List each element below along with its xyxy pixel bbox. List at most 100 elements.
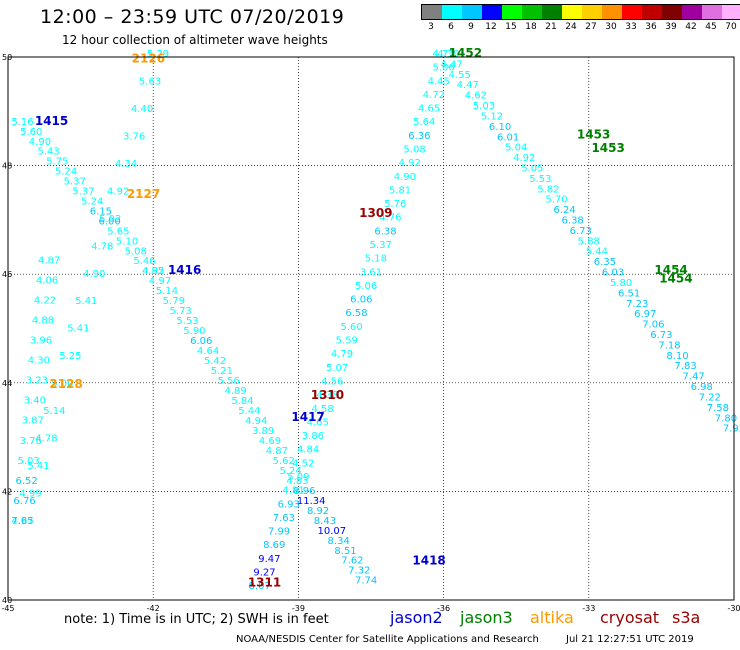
wave-height-value: 4.94 bbox=[245, 416, 267, 427]
color-scale-label: 42 bbox=[685, 22, 697, 32]
track-number-label: 1453 bbox=[591, 141, 624, 155]
wave-height-value: 5.62 bbox=[273, 456, 295, 467]
wave-height-value: 7.06 bbox=[642, 320, 664, 331]
color-scale-label: 24 bbox=[565, 22, 577, 32]
track-number-label: 1311 bbox=[248, 575, 281, 589]
color-scale-label: 30 bbox=[605, 22, 617, 32]
wave-height-value: 5.37 bbox=[370, 240, 392, 251]
wave-height-value: 4.47 bbox=[457, 80, 479, 91]
legend-jason3: jason3 bbox=[460, 608, 513, 627]
wave-height-value: 5.44 bbox=[238, 406, 260, 417]
wave-height-value: 5.44 bbox=[586, 247, 608, 258]
wave-height-value: 7.23 bbox=[626, 299, 648, 310]
wave-height-value: 5.03 bbox=[473, 101, 495, 112]
wave-height-value: 8.96 bbox=[293, 486, 315, 497]
wave-height-value: 7.62 bbox=[341, 556, 363, 567]
wave-height-value: 3.40 bbox=[24, 396, 46, 407]
wave-height-value: 6.01 bbox=[497, 132, 519, 143]
color-swatch bbox=[522, 5, 542, 19]
wave-height-value: 5.03 bbox=[18, 456, 40, 467]
color-scale-swatches bbox=[421, 4, 740, 20]
wave-height-value: 4.90 bbox=[394, 172, 416, 183]
wave-height-value: 5.07 bbox=[326, 363, 348, 374]
wave-height-value: 5.41 bbox=[27, 461, 49, 472]
longitude-tick-label: -39 bbox=[292, 604, 305, 613]
wave-height-value: 6.38 bbox=[562, 216, 584, 227]
longitude-tick-label: -45 bbox=[1, 604, 14, 613]
wave-height-value: 5.65 bbox=[107, 226, 129, 237]
wave-height-value: 5.76 bbox=[384, 199, 406, 210]
wave-height-value: 4.22 bbox=[34, 295, 56, 306]
wave-height-value: 4.90 bbox=[83, 269, 105, 280]
color-scale-label: 18 bbox=[525, 22, 537, 32]
color-swatch bbox=[442, 5, 462, 19]
wave-height-value: 5.10 bbox=[116, 236, 138, 247]
wave-height-value: 6.97 bbox=[634, 309, 656, 320]
wave-height-value: 5.14 bbox=[156, 286, 178, 297]
wave-height-value: 7.80 bbox=[715, 413, 737, 424]
wave-height-value: 6.10 bbox=[489, 122, 511, 133]
track-number-label: 1453 bbox=[577, 127, 610, 141]
wave-height-value: 10.07 bbox=[317, 526, 346, 537]
color-swatch bbox=[582, 5, 602, 19]
wave-height-value: 4.40 bbox=[131, 104, 153, 115]
generation-timestamp: Jul 21 12:27:51 UTC 2019 bbox=[566, 634, 694, 645]
wave-height-value: 4.72 bbox=[423, 90, 445, 101]
wave-height-value: 5.59 bbox=[336, 336, 358, 347]
wave-height-value: 5.06 bbox=[355, 281, 377, 292]
latitude-tick-label: 42 bbox=[2, 487, 12, 496]
map-axes: -45 -42 -39 -36 -33 -30 40 42 44 46 48 50 bbox=[1, 53, 740, 613]
wave-height-value: 3.96 bbox=[30, 336, 52, 347]
wave-height-value: 7.65 bbox=[11, 516, 33, 527]
wave-height-value: 7.32 bbox=[348, 566, 370, 577]
wave-height-value: 3.76 bbox=[20, 436, 42, 447]
longitude-tick-label: -30 bbox=[727, 604, 740, 613]
wave-height-value: 4.55 bbox=[449, 70, 471, 81]
wave-height-value: 8.34 bbox=[328, 536, 350, 547]
color-scale-label: 45 bbox=[705, 22, 717, 32]
color-scale-label: 39 bbox=[665, 22, 677, 32]
wave-height-value: 6.15 bbox=[90, 206, 112, 217]
wave-height-value: 5.16 bbox=[11, 117, 33, 128]
wave-height-value: 5.43 bbox=[38, 147, 60, 158]
wave-height-value: 4.97 bbox=[11, 516, 33, 527]
wave-height-value: 5.24 bbox=[55, 167, 77, 178]
wave-height-value: 4.47 bbox=[441, 59, 463, 70]
wave-height-value: 5.88 bbox=[578, 236, 600, 247]
wave-height-value: 5.53 bbox=[529, 174, 551, 185]
legend-s3a: s3a bbox=[672, 608, 701, 627]
wave-height-value: 5.06 bbox=[432, 63, 454, 74]
wave-height-value: 4.84 bbox=[297, 445, 319, 456]
color-swatch bbox=[722, 5, 740, 19]
wave-height-value: 5.46 bbox=[133, 256, 155, 267]
wave-height-value: 5.81 bbox=[389, 185, 411, 196]
wave-height-value: 8.92 bbox=[307, 506, 329, 517]
wave-height-value: 5.05 bbox=[521, 163, 543, 174]
altimeter-tracks: 5.29 5.63 4.40 3.76 4.34 4.92 5.02 4.78 4.90 5.41… bbox=[11, 49, 740, 592]
longitude-tick-label: -33 bbox=[582, 604, 595, 613]
wave-height-value: 4.30 bbox=[28, 356, 50, 367]
track-number-label: 1310 bbox=[311, 388, 344, 402]
wave-height-value: 5.21 bbox=[211, 366, 233, 377]
longitude-tick-label: -36 bbox=[437, 604, 450, 613]
wave-height-value: 5.00 bbox=[51, 379, 73, 390]
color-swatch bbox=[702, 5, 722, 19]
wave-height-value: 3.76 bbox=[123, 131, 145, 142]
wave-height-value: 3.87 bbox=[22, 416, 44, 427]
track-number-label: 2127 bbox=[127, 187, 160, 201]
wave-height-value: 4.78 bbox=[35, 434, 57, 445]
wave-height-value: 5.90 bbox=[183, 326, 205, 337]
track-number-label: 1309 bbox=[359, 206, 392, 220]
wave-height-value: 5.37 bbox=[72, 187, 94, 198]
wave-height-value: 4.90 bbox=[29, 137, 51, 148]
wave-height-value: 5.24 bbox=[279, 466, 301, 477]
wave-height-value: 4.87 bbox=[266, 446, 288, 457]
wave-height-value: 3.23 bbox=[26, 376, 48, 387]
wave-height-value: 5.41 bbox=[75, 296, 97, 307]
wave-height-value: 5.08 bbox=[125, 246, 147, 257]
wave-height-value: 7.47 bbox=[683, 372, 705, 383]
map-frame bbox=[7, 56, 735, 601]
track-number-labels: 2126 2127 2128 1415 1416 1417 1418 1452 14531453… bbox=[35, 46, 693, 589]
color-swatch bbox=[562, 5, 582, 19]
